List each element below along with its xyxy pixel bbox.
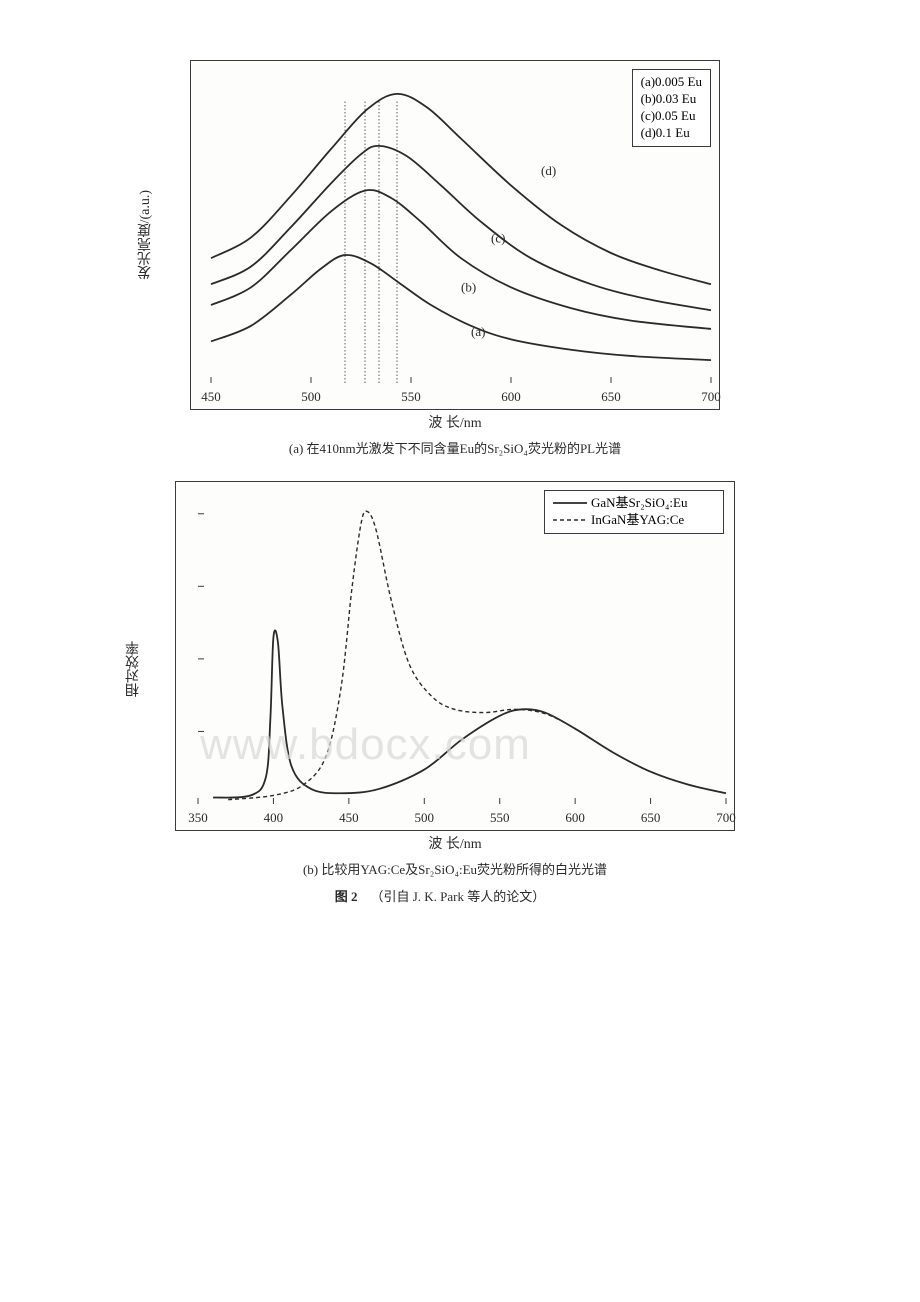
chart-b-legend-label: InGaN基YAG:Ce: [591, 512, 684, 529]
chart-a-plot: 450 500 550 600 650 700 (a) (b) (c) (d) (a)0.005 …: [190, 60, 720, 410]
svg-text:650: 650: [641, 810, 661, 825]
chart-b-legend: GaN基Sr₂SiO₄:Eu InGaN基YAG:Ce: [544, 490, 724, 534]
chart-b-ylabel: 相对效率: [124, 641, 144, 697]
figure-number: 图 2: [335, 889, 358, 904]
svg-text:350: 350: [188, 810, 208, 825]
svg-text:600: 600: [501, 389, 521, 404]
svg-text:550: 550: [490, 810, 510, 825]
svg-text:700: 700: [716, 810, 736, 825]
chart-a-legend-item: (b)0.03 Eu: [641, 91, 702, 108]
chart-a-wrapper: 发光亮度/(a.u.) 450500550600650700(a)(b)(c)(…: [140, 60, 740, 457]
svg-text:450: 450: [339, 810, 359, 825]
svg-text:400: 400: [264, 810, 284, 825]
figure-page: 发光亮度/(a.u.) 450500550600650700(a)(b)(c)(…: [140, 60, 740, 905]
chart-b-xlabel: 波 长/nm: [175, 833, 735, 853]
svg-text:(c): (c): [491, 231, 505, 246]
chart-b-wrapper: 相对效率 350400450500550600650700 GaN基Sr₂SiO…: [140, 481, 740, 905]
chart-a-ylabel: 发光亮度/(a.u.): [136, 190, 156, 279]
chart-b-legend-row: InGaN基YAG:Ce: [553, 512, 715, 529]
chart-b-svg: 350 400 450 500 550 600 650 700: [176, 482, 736, 832]
svg-text:(a): (a): [471, 324, 485, 339]
chart-b-legend-row: GaN基Sr₂SiO₄:Eu: [553, 495, 715, 512]
chart-a-xlabel: 波 长/nm: [190, 412, 720, 432]
chart-b-caption: (b) 比较用YAG:Ce及Sr₂SiO₄:Eu荧光粉所得的白光光谱: [175, 859, 735, 878]
chart-a-caption: (a) 在410nm光激发下不同含量Eu的Sr₂SiO₄荧光粉的PL光谱: [190, 438, 720, 457]
figure-source: （引自 J. K. Park 等人的论文）: [370, 889, 545, 904]
chart-a-legend: (a)0.005 Eu (b)0.03 Eu (c)0.05 Eu (d)0.1…: [632, 69, 711, 147]
chart-a-legend-item: (c)0.05 Eu: [641, 108, 702, 125]
svg-text:(d): (d): [541, 163, 556, 178]
svg-text:650: 650: [601, 389, 621, 404]
chart-a-legend-item: (d)0.1 Eu: [641, 125, 702, 142]
svg-text:700: 700: [701, 389, 721, 404]
chart-b-plot: 350 400 450 500 550 600 650 700 GaN基Sr₂SiO₄:Eu …: [175, 481, 735, 831]
svg-text:500: 500: [301, 389, 321, 404]
chart-a-legend-item: (a)0.005 Eu: [641, 74, 702, 91]
chart-b-legend-label: GaN基Sr₂SiO₄:Eu: [591, 495, 687, 512]
svg-text:600: 600: [565, 810, 585, 825]
svg-text:450: 450: [201, 389, 221, 404]
solid-line-icon: [553, 498, 587, 508]
dash-line-icon: [553, 515, 587, 525]
svg-text:550: 550: [401, 389, 421, 404]
svg-text:500: 500: [415, 810, 435, 825]
svg-text:(b): (b): [461, 279, 476, 294]
figure-caption: 图 2 （引自 J. K. Park 等人的论文）: [140, 886, 740, 905]
